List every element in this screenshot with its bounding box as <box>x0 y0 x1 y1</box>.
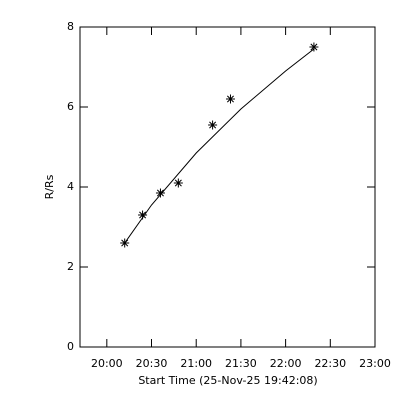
x-axis-label: Start Time (25-Nov-25 19:42:08) <box>138 374 317 387</box>
x-tick-label: 22:30 <box>314 357 346 370</box>
point <box>173 178 183 188</box>
point <box>138 210 148 220</box>
y-axis-label: R/Rs <box>43 174 56 199</box>
x-tick-label: 23:00 <box>359 357 391 370</box>
x-tick-label: 22:00 <box>270 357 302 370</box>
point <box>225 94 235 104</box>
x-tick-label: 20:30 <box>136 357 168 370</box>
y-tick-label: 2 <box>67 260 74 273</box>
x-tick-label: 21:00 <box>180 357 212 370</box>
point <box>155 188 165 198</box>
point <box>309 42 319 52</box>
y-tick-label: 0 <box>67 340 74 353</box>
x-tick-label: 21:30 <box>225 357 257 370</box>
y-tick-label: 4 <box>67 180 74 193</box>
fit-line <box>124 48 315 244</box>
plot-frame <box>79 26 376 348</box>
y-tick-label: 6 <box>67 100 74 113</box>
y-tick-label: 8 <box>67 20 74 33</box>
point <box>120 238 130 248</box>
point <box>208 120 218 130</box>
x-tick-label: 20:00 <box>91 357 123 370</box>
